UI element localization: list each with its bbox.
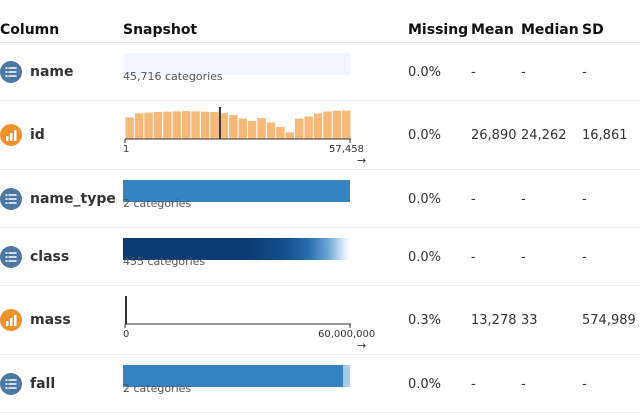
sd-value: 16,861 bbox=[582, 128, 628, 143]
categories-label: 2 categories bbox=[123, 197, 192, 210]
table-row[interactable]: name_type 2 categories 0.0% - - - bbox=[0, 170, 640, 228]
histogram-bar bbox=[210, 112, 219, 139]
histogram-bar bbox=[304, 116, 313, 139]
histogram bbox=[124, 107, 351, 143]
category-bar bbox=[123, 53, 350, 75]
mean-value: 13,278 bbox=[471, 313, 517, 328]
variable-name: mass bbox=[30, 312, 71, 328]
mean-value: - bbox=[471, 250, 476, 265]
table-row[interactable]: name 45,716 categories 0.0% - - - bbox=[0, 43, 640, 101]
mean-value: - bbox=[471, 65, 476, 80]
histogram-bar bbox=[276, 127, 285, 139]
median-value: 24,262 bbox=[521, 128, 567, 143]
variable-name: name_type bbox=[30, 191, 116, 207]
missing-value: 0.0% bbox=[408, 65, 442, 80]
histogram-bar bbox=[172, 111, 181, 139]
histogram-bar bbox=[238, 118, 247, 139]
variable-name: name bbox=[30, 64, 74, 80]
category-bar bbox=[123, 180, 350, 202]
histogram-bar bbox=[247, 121, 257, 139]
histogram bbox=[124, 296, 351, 328]
histogram-bar bbox=[229, 115, 238, 139]
list-icon bbox=[0, 373, 22, 395]
bar-chart-icon bbox=[0, 124, 22, 146]
axis-arrow-icon: → bbox=[357, 339, 367, 352]
sd-value: - bbox=[582, 192, 587, 207]
histogram-bar bbox=[266, 122, 276, 139]
histogram-bar bbox=[295, 118, 304, 139]
categories-label: 455 categories bbox=[123, 255, 206, 268]
histogram-bar bbox=[182, 111, 191, 139]
histogram-bar bbox=[153, 112, 163, 139]
missing-value: 0.0% bbox=[408, 128, 442, 143]
axis-max-label: 60,000,000 bbox=[318, 329, 376, 340]
missing-value: 0.0% bbox=[408, 377, 442, 392]
categories-label: 2 categories bbox=[123, 382, 192, 395]
median-value: - bbox=[521, 377, 526, 392]
list-icon bbox=[0, 188, 22, 210]
sd-value: - bbox=[582, 377, 587, 392]
histogram-bar bbox=[285, 132, 294, 139]
median-value: - bbox=[521, 250, 526, 265]
col-header-mean: Mean bbox=[471, 22, 514, 38]
histogram-bar bbox=[200, 111, 210, 139]
table-row[interactable]: mass 0 60,000,000 → 0.3% 13,278 33 574,9… bbox=[0, 286, 640, 355]
axis-max-label: 57,458 bbox=[329, 144, 364, 155]
histogram-bar bbox=[323, 111, 332, 139]
median-value: - bbox=[521, 192, 526, 207]
col-header-sd: SD bbox=[582, 22, 604, 38]
sd-value: 574,989 bbox=[582, 313, 636, 328]
histogram-bar bbox=[257, 118, 266, 139]
variable-name: class bbox=[30, 249, 70, 265]
histogram-bar bbox=[219, 113, 229, 139]
variable-name: fall bbox=[30, 376, 56, 392]
variable-name: id bbox=[30, 127, 45, 143]
col-header-median: Median bbox=[521, 22, 579, 38]
histogram-bar bbox=[134, 113, 144, 139]
histogram-bar bbox=[332, 110, 342, 139]
sd-value: - bbox=[582, 65, 587, 80]
category-bar bbox=[123, 365, 350, 387]
category-bar bbox=[123, 238, 350, 260]
histogram-bar bbox=[313, 113, 323, 139]
histogram-bar bbox=[163, 111, 172, 139]
histogram-bar bbox=[191, 111, 200, 139]
mean-value: - bbox=[471, 192, 476, 207]
histogram-bar bbox=[342, 110, 351, 139]
axis-min-label: 1 bbox=[123, 144, 130, 155]
table-header: Column Snapshot Missing Mean Median SD bbox=[0, 0, 640, 43]
histogram-bar bbox=[144, 112, 153, 139]
median-value: 33 bbox=[521, 313, 538, 328]
missing-value: 0.0% bbox=[408, 192, 442, 207]
median-value: - bbox=[521, 65, 526, 80]
mean-value: - bbox=[471, 377, 476, 392]
col-header-column: Column bbox=[0, 22, 60, 38]
bar-chart-icon bbox=[0, 309, 22, 331]
axis-arrow-icon: → bbox=[357, 154, 367, 167]
col-header-missing: Missing bbox=[408, 22, 469, 38]
sd-value: - bbox=[582, 250, 587, 265]
col-header-snapshot: Snapshot bbox=[123, 22, 198, 38]
table-row[interactable]: id 1 57,458 → 0.0% 26,890 24,262 16,861 bbox=[0, 101, 640, 170]
missing-value: 0.3% bbox=[408, 313, 442, 328]
missing-value: 0.0% bbox=[408, 250, 442, 265]
histogram-bar bbox=[125, 117, 134, 139]
list-icon bbox=[0, 61, 22, 83]
categories-label: 45,716 categories bbox=[123, 70, 223, 83]
mean-value: 26,890 bbox=[471, 128, 517, 143]
table-row[interactable]: fall 2 categories 0.0% - - - bbox=[0, 355, 640, 413]
table-row[interactable]: class 455 categories 0.0% - - - bbox=[0, 228, 640, 286]
axis-min-label: 0 bbox=[123, 329, 130, 340]
list-icon bbox=[0, 246, 22, 268]
